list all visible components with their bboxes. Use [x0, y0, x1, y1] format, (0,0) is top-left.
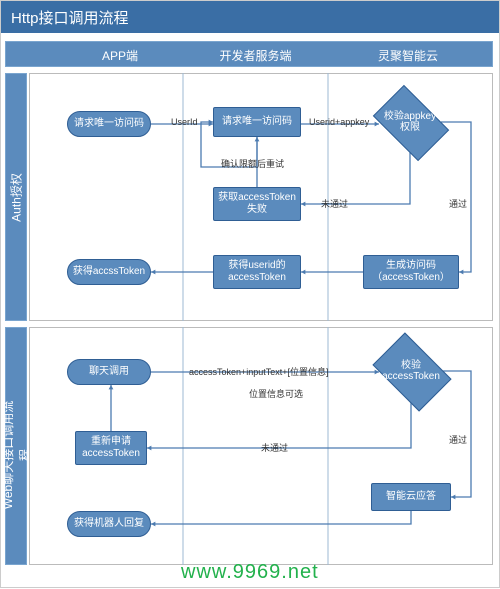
- edge-label: 未通过: [321, 197, 348, 210]
- node-a3: 聊天调用: [67, 359, 151, 385]
- node-c2: 生成访问码 （accessToken）: [363, 255, 459, 289]
- edge-label: accessToken+inputText+[位置信息]: [189, 365, 329, 378]
- node-c1: 校验appkey权限: [379, 101, 441, 143]
- edge-label: 通过: [449, 197, 467, 210]
- edge-label: 确认限额后重试: [221, 157, 284, 170]
- edge-label: 未通过: [261, 441, 288, 454]
- node-c3: 校验 accessToken: [379, 349, 443, 393]
- node-d1: 请求唯一访问码: [213, 107, 301, 137]
- node-a1: 请求唯一访问码: [67, 111, 151, 137]
- watermark: www.9969.net: [181, 561, 319, 584]
- edge-label: Userid+appkey: [309, 117, 369, 127]
- diagram-canvas: Http接口调用流程Auth授权Web聊天接口调用流程APP端开发者服务端灵聚智…: [0, 0, 500, 588]
- node-d2: 获取accessToken失败: [213, 187, 301, 221]
- node-d3: 获得userid的 accessToken: [213, 255, 301, 289]
- edge-label: 位置信息可选: [249, 387, 303, 400]
- node-c4: 智能云应答: [371, 483, 451, 511]
- node-a4: 重新申请 accessToken: [75, 431, 147, 465]
- edge-label: UserId: [171, 117, 198, 127]
- edge-label: 通过: [449, 433, 467, 446]
- node-a2: 获得accssToken: [67, 259, 151, 285]
- node-a5: 获得机器人回复: [67, 511, 151, 537]
